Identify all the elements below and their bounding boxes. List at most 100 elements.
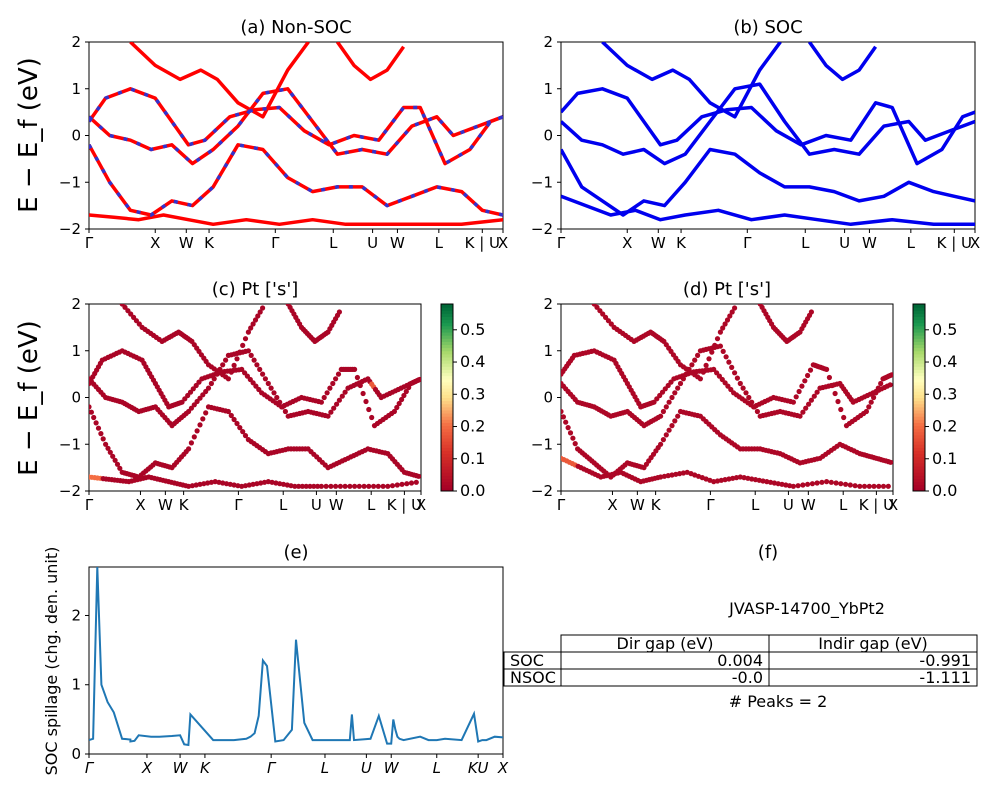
colorbar-step xyxy=(441,434,453,439)
x-tick-label: U xyxy=(311,496,322,514)
scatter-point xyxy=(366,406,372,413)
scatter-point xyxy=(203,410,209,416)
y-tick-label: −1 xyxy=(59,173,81,191)
colorbar-step xyxy=(441,319,453,324)
scatter-point xyxy=(709,349,715,355)
scatter-point xyxy=(675,385,681,391)
x-tick-label: L xyxy=(279,496,288,514)
colorbar-step xyxy=(441,338,453,342)
scatter-point xyxy=(711,366,717,372)
colorbar-step xyxy=(441,484,453,489)
y-tick-label: −1 xyxy=(59,435,81,453)
plot-frame xyxy=(88,41,504,230)
colorbar-step xyxy=(913,481,925,486)
scatter-point xyxy=(299,483,305,489)
scatter-point xyxy=(250,321,256,327)
scatter-point xyxy=(211,376,217,382)
scatter-point xyxy=(333,483,339,489)
y-tick-label: 1 xyxy=(71,342,81,360)
colorbar-step xyxy=(913,385,925,389)
scatter-point xyxy=(706,356,712,362)
scatter-point xyxy=(239,366,245,372)
x-tick-label: Γ xyxy=(743,234,752,252)
colorbar-step xyxy=(441,438,453,442)
colorbar-step xyxy=(913,307,925,311)
scatter-point xyxy=(369,414,375,421)
colorbar-step xyxy=(441,428,453,433)
scatter-point xyxy=(186,446,192,452)
scatter-point xyxy=(663,404,669,410)
scatter-point xyxy=(863,408,870,415)
scatter-point xyxy=(807,367,814,373)
y-tick-label: −2 xyxy=(531,482,553,500)
band-1-0 xyxy=(89,87,503,166)
scatter-point xyxy=(561,414,566,420)
scatter-point xyxy=(565,425,571,431)
scatter-point xyxy=(790,483,797,489)
scatter-point xyxy=(672,390,678,396)
x-tick-label: W xyxy=(651,234,666,252)
scatter-point xyxy=(740,385,746,391)
scatter-point xyxy=(725,383,731,389)
colorbar-step xyxy=(913,444,925,448)
colorbar-step xyxy=(441,385,453,389)
scatter-point xyxy=(328,409,334,415)
plot-frame xyxy=(88,566,504,755)
scatter-point xyxy=(253,383,259,389)
scatter-point xyxy=(866,404,872,410)
colorbar-tick-label: 0.3 xyxy=(460,384,485,403)
scatter-point xyxy=(399,481,405,487)
scatter-point xyxy=(391,408,397,415)
colorbar-step xyxy=(441,441,453,445)
colorbar-step xyxy=(441,459,453,464)
scatter-point xyxy=(737,380,743,387)
scatter-points xyxy=(561,304,893,489)
x-tick-label: W xyxy=(630,496,645,514)
colorbar-step xyxy=(441,378,453,383)
scatter-point xyxy=(325,413,331,419)
colorbar-frame xyxy=(912,303,926,492)
scatter-point xyxy=(268,385,274,391)
panel-title: (e) xyxy=(283,542,308,563)
scatter-point xyxy=(811,393,817,399)
scatter-point xyxy=(321,394,327,401)
scatter-point xyxy=(260,305,266,311)
colorbar-step xyxy=(913,356,925,361)
scatter-point xyxy=(796,388,802,395)
colorbar-step xyxy=(913,406,925,411)
scatter-point xyxy=(415,377,421,383)
x-tick-label: L xyxy=(433,759,441,777)
colorbar-step xyxy=(441,416,453,420)
x-tick-label: K xyxy=(179,496,190,514)
colorbar-step xyxy=(441,409,453,414)
colorbar-step xyxy=(441,447,453,451)
colorbar-step xyxy=(441,400,453,405)
scatter-point xyxy=(814,480,820,486)
colorbar-step xyxy=(441,310,453,314)
colorbar-step xyxy=(913,391,925,395)
scatter-point xyxy=(89,404,92,410)
y-tick-label: 1 xyxy=(71,676,81,694)
colorbar-step xyxy=(441,375,453,380)
colorbar-step xyxy=(441,347,453,352)
y-tick-label: 0 xyxy=(71,389,81,407)
x-tick-label: X xyxy=(970,234,980,252)
colorbar-step xyxy=(441,419,453,423)
x-tick-label: Γ xyxy=(85,759,95,777)
band-0-0 xyxy=(561,87,975,166)
colorbar-step xyxy=(441,425,453,430)
colorbar-step xyxy=(913,472,925,476)
x-tick-label: X xyxy=(416,496,426,514)
panel-title: (f) xyxy=(758,542,778,563)
colorbar-step xyxy=(913,469,925,473)
x-tick-label: X xyxy=(622,234,632,252)
scatter-point xyxy=(318,483,324,489)
scatter-point xyxy=(296,483,302,489)
colorbar-step xyxy=(913,413,925,417)
x-tick-label: K | U xyxy=(859,496,894,514)
colorbar-step xyxy=(913,325,925,330)
table-row xyxy=(503,668,978,687)
x-tick-label: X xyxy=(498,234,508,252)
